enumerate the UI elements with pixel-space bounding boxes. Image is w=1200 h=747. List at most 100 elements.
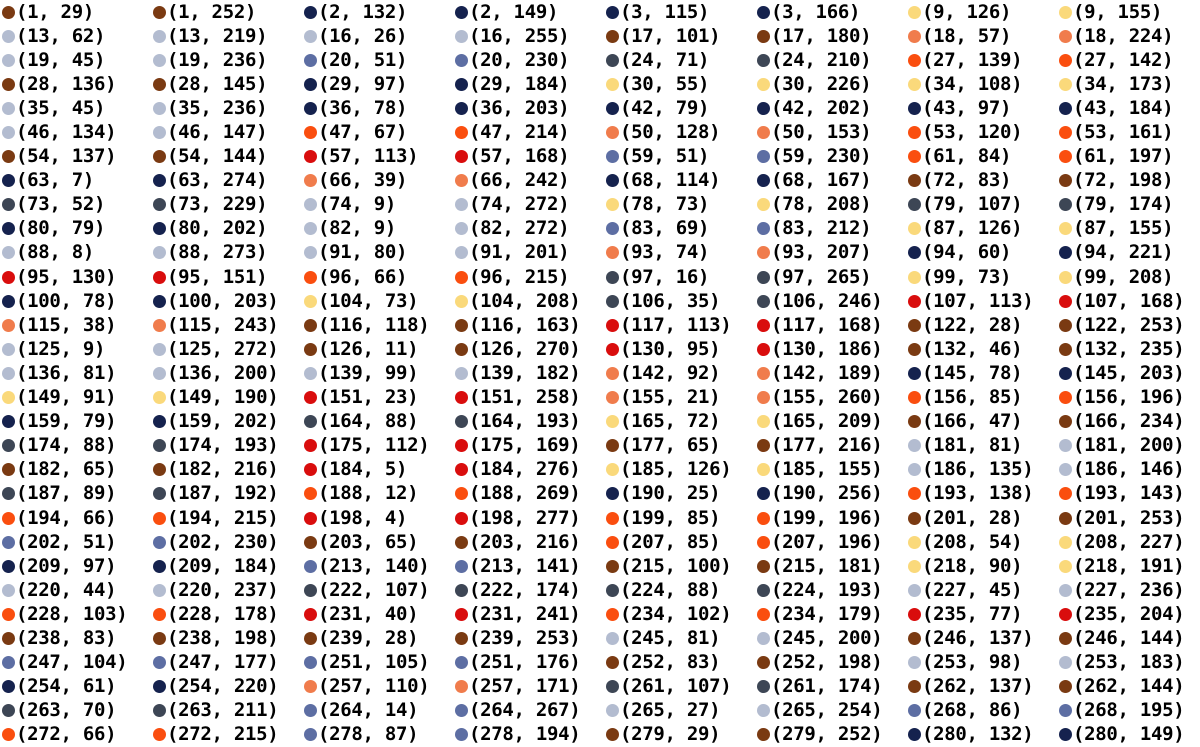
color-dot-icon <box>1059 198 1072 212</box>
coordinate-label: (194, 215) <box>167 506 279 529</box>
color-dot-icon <box>153 246 166 260</box>
color-dot-icon <box>908 656 921 670</box>
coordinate-entry: (97, 265) <box>755 265 906 289</box>
coordinate-label: (125, 272) <box>167 337 279 360</box>
coordinate-label: (117, 168) <box>771 313 883 336</box>
coordinate-label: (268, 195) <box>1073 699 1185 722</box>
coordinate-label: (20, 51) <box>318 48 408 71</box>
coordinate-label: (19, 45) <box>16 48 106 71</box>
coordinate-entry: (263, 211) <box>151 699 302 723</box>
coordinate-entry: (97, 16) <box>604 265 755 289</box>
coordinate-label: (252, 198) <box>771 651 883 674</box>
coordinate-entry: (279, 252) <box>755 723 906 747</box>
coordinate-label: (116, 163) <box>469 313 581 336</box>
color-dot-icon <box>606 246 619 260</box>
coordinate-entry: (88, 273) <box>151 241 302 265</box>
coordinate-entry: (34, 173) <box>1057 72 1200 96</box>
coordinate-label: (34, 108) <box>922 72 1023 95</box>
color-dot-icon <box>908 126 921 140</box>
coordinate-label: (202, 51) <box>16 530 117 553</box>
coordinate-label: (43, 184) <box>1073 96 1174 119</box>
coordinate-entry: (175, 112) <box>302 434 453 458</box>
coordinate-entry: (20, 230) <box>453 48 604 72</box>
color-dot-icon <box>153 583 166 597</box>
coordinate-label: (126, 270) <box>469 337 581 360</box>
coordinate-entry: (27, 139) <box>906 48 1057 72</box>
coordinate-label: (245, 81) <box>620 626 721 649</box>
color-dot-icon <box>455 559 468 573</box>
color-dot-icon <box>2 487 15 501</box>
color-dot-icon <box>153 704 166 718</box>
color-dot-icon <box>757 415 770 429</box>
color-dot-icon <box>1059 728 1072 742</box>
coordinate-entry: (61, 84) <box>906 145 1057 169</box>
coordinate-label: (18, 224) <box>1073 24 1174 47</box>
coordinate-entry: (198, 4) <box>302 506 453 530</box>
coordinate-label: (46, 134) <box>16 121 117 144</box>
coordinate-label: (142, 92) <box>620 361 721 384</box>
coordinate-label: (149, 91) <box>16 386 117 409</box>
coordinate-entry: (94, 60) <box>906 241 1057 265</box>
coordinate-label: (88, 273) <box>167 241 268 264</box>
color-dot-icon <box>2 29 15 43</box>
coordinate-entry: (278, 194) <box>453 723 604 747</box>
coordinate-label: (280, 132) <box>922 723 1034 746</box>
coordinate-entry: (278, 87) <box>302 723 453 747</box>
coordinate-label: (3, 115) <box>620 0 710 23</box>
color-dot-icon <box>153 126 166 140</box>
color-dot-icon <box>153 535 166 549</box>
coordinate-entry: (34, 108) <box>906 72 1057 96</box>
coordinate-entry: (215, 181) <box>755 554 906 578</box>
coordinate-label: (99, 208) <box>1073 265 1174 288</box>
color-dot-icon <box>304 150 317 164</box>
coordinate-label: (252, 83) <box>620 651 721 674</box>
color-dot-icon <box>606 150 619 164</box>
color-dot-icon <box>2 270 15 284</box>
coordinate-label: (95, 130) <box>16 265 117 288</box>
coordinate-entry: (132, 235) <box>1057 337 1200 361</box>
coordinate-entry: (18, 57) <box>906 24 1057 48</box>
color-dot-icon <box>1059 366 1072 380</box>
coordinate-label: (100, 78) <box>16 289 117 312</box>
color-dot-icon <box>606 680 619 694</box>
coordinate-entry: (63, 274) <box>151 169 302 193</box>
coordinate-label: (220, 237) <box>167 578 279 601</box>
coordinate-entry: (88, 8) <box>0 241 151 265</box>
coordinate-label: (88, 8) <box>16 241 94 264</box>
color-dot-icon <box>304 463 317 477</box>
color-dot-icon <box>2 656 15 670</box>
coordinate-entry: (209, 184) <box>151 554 302 578</box>
coordinate-entry: (246, 144) <box>1057 626 1200 650</box>
coordinate-label: (278, 194) <box>469 723 581 746</box>
coordinate-entry: (228, 178) <box>151 602 302 626</box>
color-dot-icon <box>1059 631 1072 645</box>
coordinate-entry: (203, 216) <box>453 530 604 554</box>
coordinate-entry: (139, 99) <box>302 361 453 385</box>
coordinate-label: (264, 267) <box>469 699 581 722</box>
coordinate-entry: (59, 51) <box>604 145 755 169</box>
coordinate-entry: (80, 202) <box>151 217 302 241</box>
coordinate-entry: (130, 186) <box>755 337 906 361</box>
coordinate-entry: (272, 66) <box>0 723 151 747</box>
coordinate-entry: (57, 168) <box>453 145 604 169</box>
coordinate-entry: (43, 97) <box>906 96 1057 120</box>
coordinate-label: (66, 39) <box>318 169 408 192</box>
coordinate-label: (74, 272) <box>469 193 570 216</box>
coordinate-label: (263, 211) <box>167 699 279 722</box>
coordinate-label: (36, 203) <box>469 96 570 119</box>
coordinate-entry: (13, 62) <box>0 24 151 48</box>
color-dot-icon <box>606 656 619 670</box>
coordinate-label: (47, 67) <box>318 121 408 144</box>
coordinate-label: (253, 183) <box>1073 651 1185 674</box>
coordinate-label: (145, 78) <box>922 361 1023 384</box>
coordinate-entry: (2, 149) <box>453 0 604 24</box>
color-dot-icon <box>908 415 921 429</box>
color-dot-icon <box>908 607 921 621</box>
color-dot-icon <box>606 415 619 429</box>
coordinate-entry: (264, 14) <box>302 699 453 723</box>
color-dot-icon <box>908 680 921 694</box>
color-dot-icon <box>908 631 921 645</box>
coordinate-entry: (36, 78) <box>302 96 453 120</box>
coordinate-entry: (156, 85) <box>906 386 1057 410</box>
coordinate-entry: (104, 73) <box>302 289 453 313</box>
